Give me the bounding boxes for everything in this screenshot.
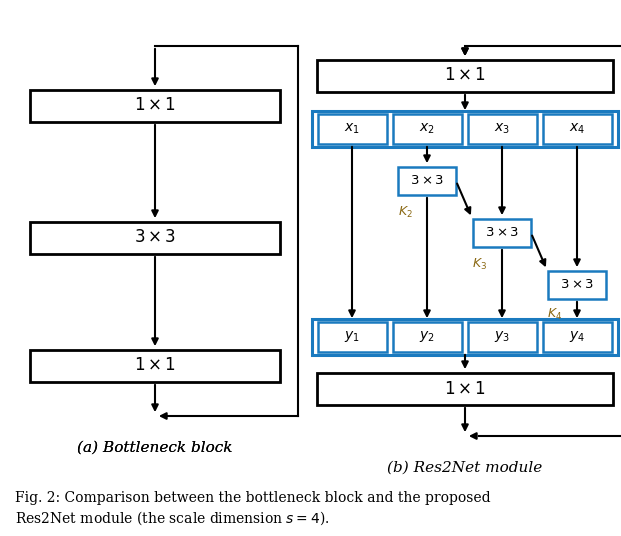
Text: Fig. 2: Comparison between the bottleneck block and the proposed: Fig. 2: Comparison between the bottlenec… xyxy=(15,491,491,505)
Bar xyxy=(312,111,618,147)
Bar xyxy=(543,322,612,352)
Text: $y_4$: $y_4$ xyxy=(569,330,585,345)
Text: $x_2$: $x_2$ xyxy=(419,122,435,136)
Bar xyxy=(398,167,456,195)
Bar xyxy=(30,222,280,254)
Text: $K_4$: $K_4$ xyxy=(547,307,563,322)
Text: $1\times1$: $1\times1$ xyxy=(444,381,486,398)
Bar xyxy=(317,60,613,92)
Text: $3\times3$: $3\times3$ xyxy=(560,279,594,292)
Bar xyxy=(548,271,606,299)
Bar xyxy=(392,322,461,352)
Bar xyxy=(468,114,537,144)
Text: $x_4$: $x_4$ xyxy=(569,122,585,136)
Bar xyxy=(30,90,280,122)
Text: $3\times3$: $3\times3$ xyxy=(134,229,176,247)
Bar xyxy=(312,319,618,355)
Text: Res2Net module (the scale dimension $s = 4$).: Res2Net module (the scale dimension $s =… xyxy=(15,509,330,527)
Text: $x_1$: $x_1$ xyxy=(344,122,360,136)
Bar xyxy=(30,350,280,382)
Text: $1\times1$: $1\times1$ xyxy=(444,68,486,85)
Bar xyxy=(468,322,537,352)
Text: $3\times3$: $3\times3$ xyxy=(410,175,444,188)
Text: $y_1$: $y_1$ xyxy=(344,330,360,345)
Bar xyxy=(317,373,613,405)
Text: $3\times3$: $3\times3$ xyxy=(485,227,519,240)
Bar xyxy=(392,114,461,144)
Bar xyxy=(473,219,531,247)
Text: (a) Bottleneck block: (a) Bottleneck block xyxy=(77,441,233,455)
Text: $y_3$: $y_3$ xyxy=(494,330,510,345)
Text: $K_2$: $K_2$ xyxy=(397,205,412,220)
Text: $1\times1$: $1\times1$ xyxy=(134,358,176,375)
Text: $K_3$: $K_3$ xyxy=(473,257,487,272)
Text: (a) Bottleneck block: (a) Bottleneck block xyxy=(77,441,233,455)
Bar xyxy=(543,114,612,144)
Bar xyxy=(317,322,386,352)
Text: $x_3$: $x_3$ xyxy=(494,122,510,136)
Text: (b) Res2Net module: (b) Res2Net module xyxy=(388,461,543,475)
Bar xyxy=(317,114,386,144)
Text: $y_2$: $y_2$ xyxy=(419,330,435,345)
Text: $1\times1$: $1\times1$ xyxy=(134,98,176,115)
